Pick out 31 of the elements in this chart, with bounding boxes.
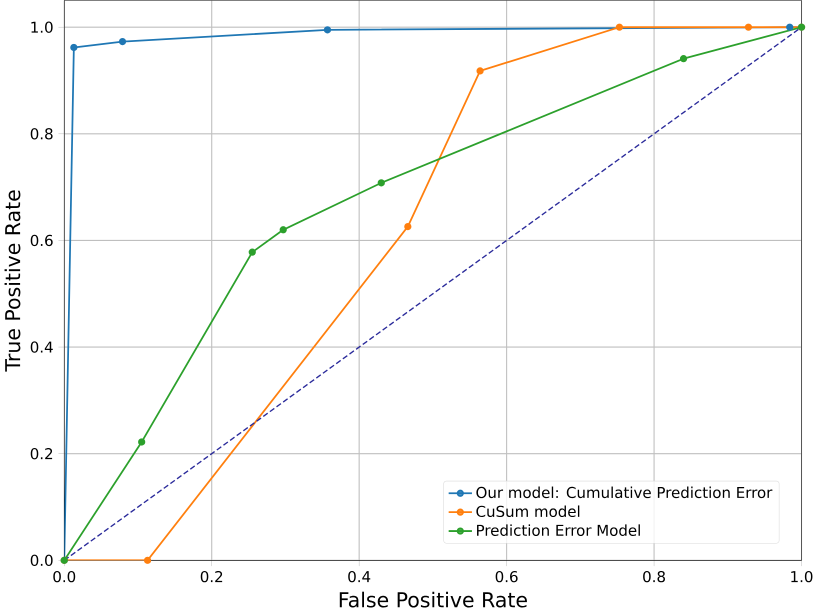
y-axis-title: True Positive Rate bbox=[4, 190, 20, 372]
legend-label: Our model: Cumulative Prediction Error bbox=[476, 486, 772, 498]
point bbox=[144, 556, 152, 564]
point bbox=[476, 67, 484, 74]
x-tick-label: 0.6 bbox=[496, 570, 518, 582]
y-tick-label: 0.0 bbox=[30, 554, 53, 566]
point bbox=[70, 44, 78, 52]
point bbox=[324, 26, 332, 34]
y-tick-label: 1.0 bbox=[31, 21, 53, 33]
x-tick-label: 0.8 bbox=[643, 570, 665, 582]
legend-label: CuSum model bbox=[476, 505, 580, 518]
point bbox=[118, 38, 126, 46]
x-tick-label: 0.2 bbox=[200, 570, 222, 582]
x-tick-label: 0.0 bbox=[53, 570, 76, 582]
point bbox=[248, 248, 256, 256]
point bbox=[404, 222, 412, 230]
x-tick-label: 0.4 bbox=[348, 570, 370, 582]
point bbox=[744, 24, 752, 31]
x-axis-title: False Positive Rate bbox=[340, 592, 527, 608]
y-tick-label: 0.2 bbox=[30, 448, 52, 460]
x-tick-label: 1.0 bbox=[791, 570, 812, 582]
legend-label: Prediction Error Model bbox=[477, 524, 640, 536]
y-tick-label: 0.6 bbox=[30, 234, 53, 246]
y-tick-label: 0.4 bbox=[30, 341, 53, 353]
point bbox=[378, 179, 385, 186]
point bbox=[280, 226, 287, 234]
point bbox=[786, 24, 794, 31]
point bbox=[616, 24, 624, 31]
point bbox=[680, 54, 688, 62]
y-tick-label: 0.8 bbox=[30, 128, 53, 140]
point bbox=[138, 438, 146, 446]
